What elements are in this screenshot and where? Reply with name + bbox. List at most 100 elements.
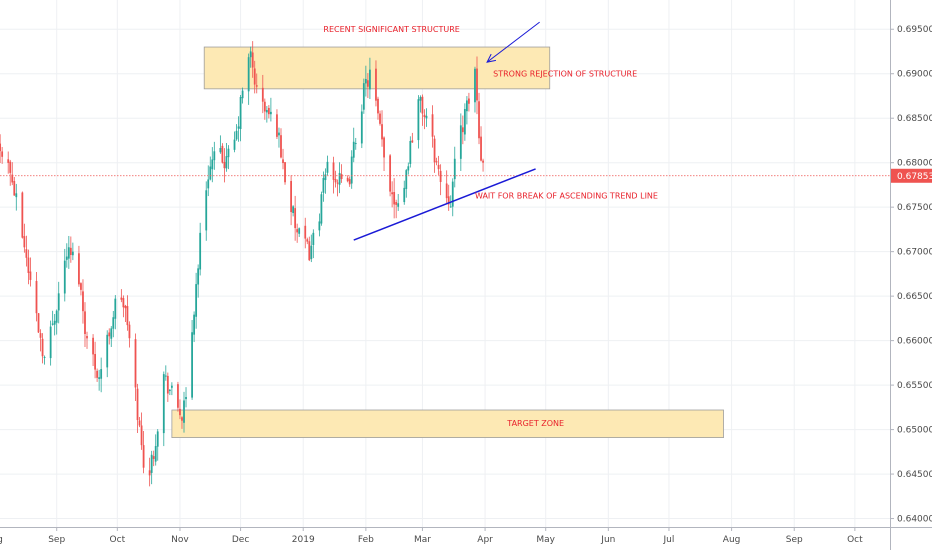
- candle-body: [425, 115, 428, 119]
- candle-body: [451, 181, 454, 207]
- candle-body: [482, 160, 484, 163]
- y-tick-label: 0.64000: [897, 515, 932, 525]
- candle-body: [112, 317, 115, 329]
- candle-body: [162, 374, 165, 434]
- candle-body: [199, 232, 202, 270]
- x-tick-label: Sep: [48, 535, 65, 545]
- candle-body: [191, 332, 193, 398]
- candle-body: [51, 323, 54, 325]
- x-tick-label: Apr: [477, 535, 493, 545]
- candle-body: [11, 174, 14, 183]
- last-price-label: 0.67853: [897, 172, 932, 182]
- candle-body: [261, 87, 264, 102]
- candle-body: [80, 283, 82, 290]
- y-tick-label: 0.68500: [897, 114, 932, 124]
- candle-body: [57, 293, 60, 311]
- candle-body: [354, 143, 357, 145]
- candle-body: [463, 109, 466, 135]
- candle-body: [379, 113, 381, 124]
- candle-body: [255, 85, 258, 87]
- annotation-label: RECENT SIGNIFICANT STRUCTURE: [323, 25, 459, 34]
- candle-body: [338, 172, 341, 185]
- candle-body: [437, 164, 440, 170]
- candle-body: [35, 280, 38, 314]
- candle-body: [348, 179, 351, 185]
- candle-body: [96, 370, 99, 378]
- candle-body: [375, 68, 377, 101]
- candle-body: [465, 100, 468, 112]
- candle-body: [332, 162, 335, 180]
- candle-body: [225, 156, 228, 169]
- candle-body: [106, 334, 109, 368]
- candle-body: [110, 328, 113, 339]
- y-tick-label: 0.67500: [897, 203, 932, 213]
- candle-body: [37, 313, 40, 333]
- candle-body: [459, 125, 462, 159]
- candle-body: [340, 174, 343, 179]
- candle-body: [0, 143, 2, 152]
- candle-body: [7, 159, 10, 163]
- candle-body: [439, 170, 442, 182]
- candle-body: [92, 337, 94, 355]
- candle-body: [205, 190, 208, 231]
- candle-body: [267, 107, 270, 115]
- candle-body: [407, 166, 410, 171]
- candle-body: [320, 194, 323, 224]
- candle-body: [235, 130, 238, 140]
- candle-body: [312, 232, 315, 246]
- candle-body: [23, 236, 26, 248]
- candle-body: [13, 181, 16, 196]
- candle-body: [128, 324, 131, 339]
- candle-body: [389, 155, 392, 192]
- candle-body: [304, 225, 307, 239]
- candle-body: [269, 111, 272, 115]
- candle-body: [403, 187, 406, 203]
- candle-body: [263, 101, 266, 112]
- candle-body: [150, 454, 153, 473]
- candle-body: [71, 251, 74, 256]
- candle-body: [148, 470, 151, 476]
- candle-body: [265, 110, 268, 113]
- candle-body: [298, 228, 301, 234]
- candle-body: [411, 140, 414, 143]
- candle-body: [253, 68, 256, 85]
- candle-body: [25, 249, 28, 258]
- candle-body: [421, 96, 424, 114]
- candle-body: [49, 326, 52, 359]
- y-tick-label: 0.65500: [897, 381, 932, 391]
- x-tick-label: Dec: [232, 535, 249, 545]
- candle-body: [65, 256, 68, 260]
- candle-body: [179, 408, 181, 416]
- candle-body: [352, 141, 355, 158]
- y-tick-label: 0.66000: [897, 337, 932, 347]
- candle-body: [397, 203, 400, 207]
- last-price-tag: [891, 168, 932, 183]
- candle-body: [276, 114, 278, 137]
- candle-body: [55, 310, 58, 323]
- candle-body: [53, 320, 56, 325]
- candle-body: [251, 52, 254, 68]
- candle-body: [177, 384, 179, 408]
- candle-body: [164, 375, 167, 377]
- candle-body: [280, 135, 282, 158]
- candle-body: [86, 336, 88, 339]
- candle-body: [239, 96, 242, 130]
- candle-body: [405, 170, 408, 189]
- candle-body: [409, 141, 412, 164]
- x-tick-label: Aug: [723, 535, 741, 545]
- candle-body: [181, 417, 183, 421]
- candle-body: [183, 400, 185, 423]
- y-tick-label: 0.68000: [897, 159, 932, 169]
- pointer-arrow: [486, 21, 540, 63]
- candle-body: [223, 161, 226, 169]
- candle-body: [461, 127, 464, 133]
- candle-body: [63, 260, 66, 294]
- candle-body: [94, 353, 96, 370]
- grid: [0, 0, 890, 527]
- candle-body: [431, 114, 434, 137]
- candle-body: [241, 90, 244, 99]
- candle-body: [395, 202, 398, 205]
- candle-body: [126, 306, 129, 326]
- candle-body: [476, 68, 478, 101]
- candle-body: [326, 161, 329, 173]
